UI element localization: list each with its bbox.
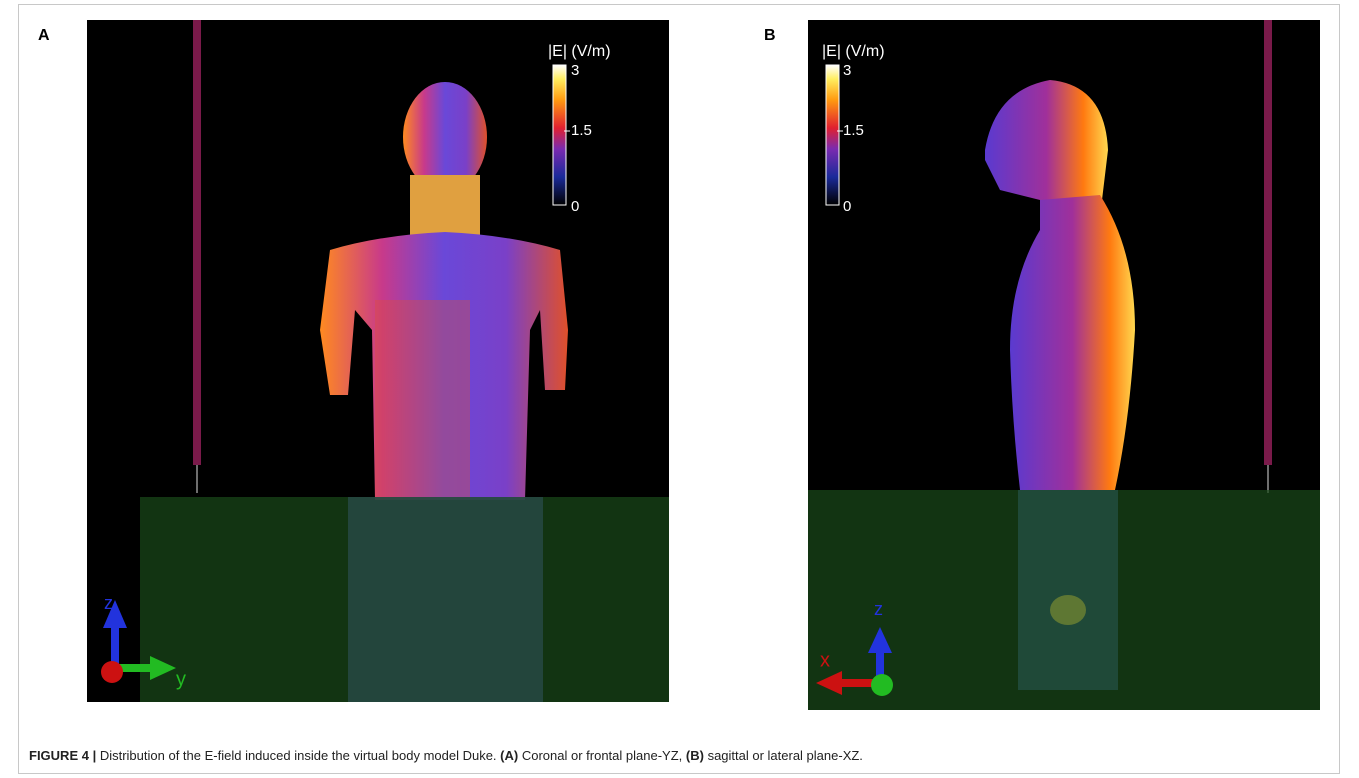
caption-part: (A) bbox=[500, 748, 518, 763]
axis-label: z bbox=[104, 593, 113, 613]
caption: FIGURE 4 | Distribution of the E-field i… bbox=[18, 738, 1340, 774]
colorbar-title: |E| (V/m) bbox=[822, 43, 885, 60]
colorbar-tick-label: 1.5 bbox=[571, 122, 592, 139]
caption-part: (B) bbox=[686, 748, 704, 763]
wire bbox=[193, 20, 201, 465]
caption-text: Distribution of the E-field induced insi… bbox=[100, 748, 497, 763]
panel-label: B bbox=[764, 27, 776, 44]
caption-part: Coronal or frontal plane-YZ, bbox=[522, 748, 682, 763]
axis-label: y bbox=[176, 668, 186, 690]
colorbar-tick-label: 0 bbox=[843, 198, 851, 215]
figure-images: A |E| (V/m) 3 1.5 0 z y B bbox=[0, 0, 1359, 740]
colorbar-tick-label: 3 bbox=[843, 62, 851, 79]
axis-label: z bbox=[874, 599, 883, 619]
colorbar-title: |E| (V/m) bbox=[548, 43, 611, 60]
panel-b: B |E| (V/m) 3 1.5 0 z x bbox=[764, 20, 1320, 710]
colorbar-tick-label: 3 bbox=[571, 62, 579, 79]
colorbar-tick-label: 0 bbox=[571, 198, 579, 215]
colorbar bbox=[553, 65, 566, 205]
panel-a: A |E| (V/m) 3 1.5 0 z y bbox=[38, 20, 669, 702]
wire bbox=[1264, 20, 1272, 465]
axis-label: x bbox=[820, 649, 830, 671]
caption-label: FIGURE 4 | bbox=[29, 748, 96, 763]
ground-plane bbox=[140, 497, 669, 702]
caption-part: sagittal or lateral plane-XZ. bbox=[708, 748, 863, 763]
colorbar bbox=[826, 65, 839, 205]
panel-label: A bbox=[38, 27, 50, 44]
colorbar-tick-label: 1.5 bbox=[843, 122, 864, 139]
figure: A |E| (V/m) 3 1.5 0 z y B bbox=[0, 0, 1359, 778]
